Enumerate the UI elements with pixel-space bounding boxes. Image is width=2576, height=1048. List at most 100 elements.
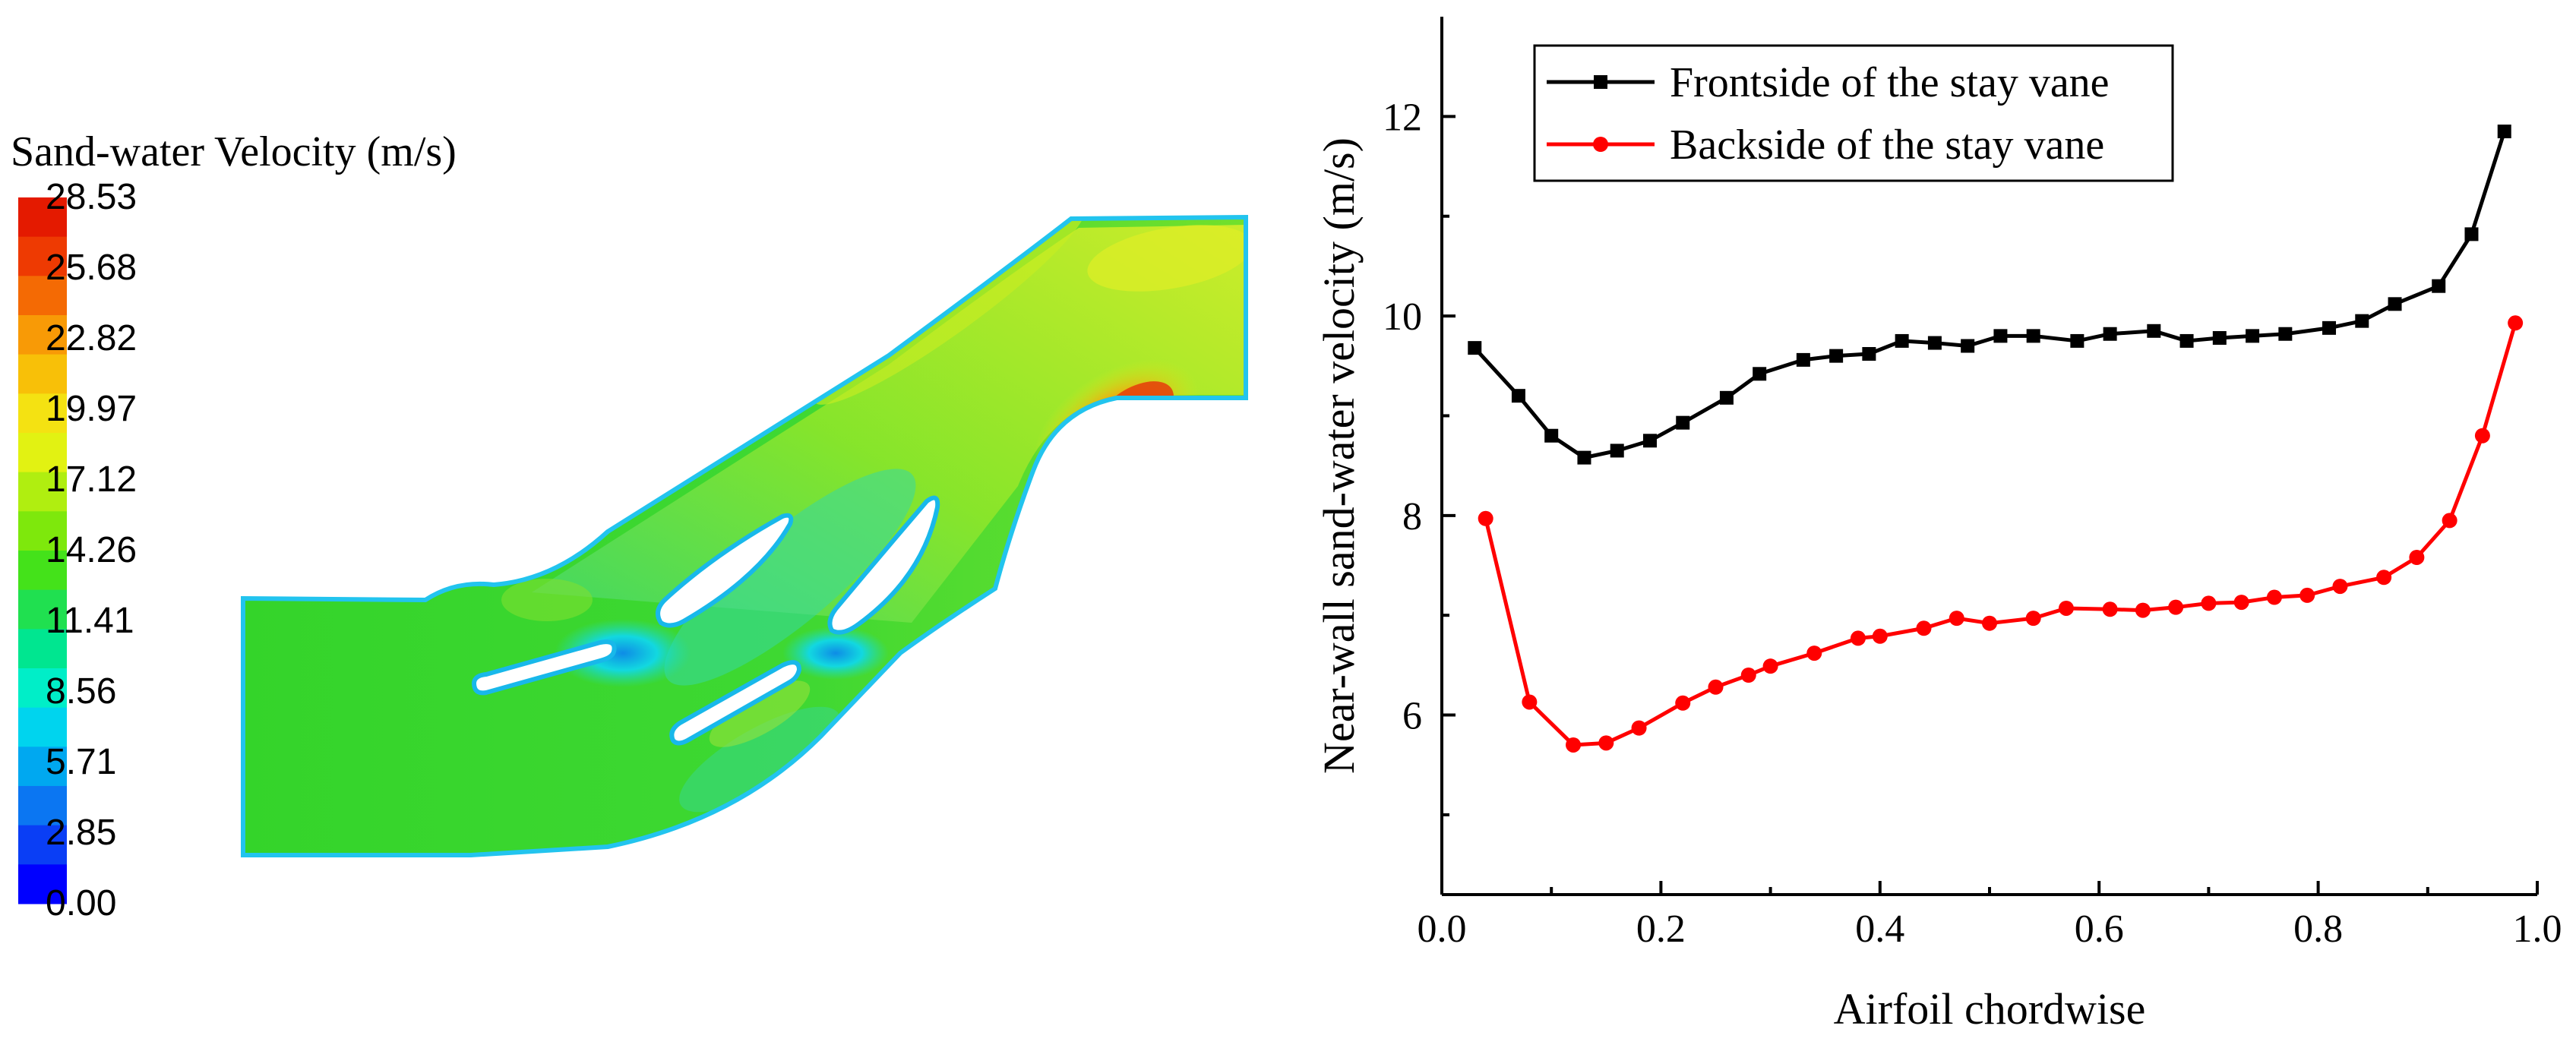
colorbar-segment [18, 747, 67, 787]
data-point-square [1544, 428, 1559, 443]
colorbar-segment [18, 236, 67, 276]
data-point-circle [1982, 615, 1997, 631]
velocity-chart-panel: 0.0 0.2 0.4 0.6 0.8 1.0 6 8 10 12 Frontside of th… [1291, 0, 2576, 1044]
legend-marker [1594, 75, 1607, 89]
data-point-square [2464, 227, 2479, 241]
data-point-circle [1949, 611, 1964, 627]
data-point-circle [1762, 658, 1778, 674]
data-point-circle [2299, 587, 2315, 603]
data-point-circle [2376, 570, 2392, 586]
data-point-circle [1916, 620, 1932, 636]
y-tick-label: 10 [1383, 295, 1422, 339]
legend-label: Frontside of the stay vane [1670, 59, 2110, 106]
colorbar-segment [18, 433, 67, 473]
colorbar-tick-label: 14.26 [46, 530, 137, 570]
data-point-square [1927, 336, 1942, 350]
legend-marker [1593, 137, 1608, 152]
colorbar-tick-label: 28.53 [46, 177, 137, 217]
colorbar-segment [18, 864, 67, 904]
colorbar-segment [18, 707, 67, 747]
colorbar-segment [18, 511, 67, 551]
data-point-square [2147, 324, 2161, 338]
data-point-square [1676, 415, 1690, 430]
data-point-circle [2332, 579, 2348, 595]
data-point-circle [1631, 720, 1647, 736]
x-tick-label: 0.4 [1855, 908, 1904, 951]
colorbar-segment [18, 589, 67, 630]
x-tick-label: 0.0 [1418, 908, 1467, 951]
colorbar-segment [18, 197, 67, 238]
colorbar-segment [18, 472, 67, 512]
vane-cutouts [472, 495, 940, 746]
y-tick-label: 8 [1402, 495, 1422, 538]
colorbar-segment [18, 354, 67, 394]
data-point-circle [2233, 595, 2249, 611]
y-tick-label: 6 [1402, 695, 1422, 738]
data-point-circle [1872, 628, 1888, 644]
data-point-square [2355, 314, 2369, 328]
data-point-square [1829, 349, 1844, 363]
data-point-square [2388, 297, 2402, 311]
data-point-circle [1522, 694, 1538, 710]
data-point-circle [2168, 599, 2184, 615]
x-axis-label: Airfoil chordwise [1834, 984, 2146, 1034]
data-point-circle [1566, 737, 1582, 753]
x-tick-label: 0.6 [2075, 908, 2124, 951]
velocity-contour-panel: Sand-water Velocity (m/s) 28.53 25.68 22.8… [0, 0, 1291, 1044]
colorbar-segment [18, 825, 67, 865]
colorbar-tick-label: 11.41 [46, 601, 134, 641]
colorbar-segment [18, 629, 67, 669]
colorbar-segment [18, 315, 67, 355]
data-point-circle [2508, 315, 2524, 331]
x-tick-label: 0.8 [2293, 908, 2343, 951]
data-point-square [2322, 320, 2337, 335]
chart-axes: 0.0 0.2 0.4 0.6 0.8 1.0 6 8 10 12 [1383, 17, 2562, 951]
data-point-circle [1740, 668, 1756, 683]
legend-label: Backside of the stay vane [1670, 122, 2104, 169]
data-point-square [2026, 329, 2040, 343]
data-point-square [1993, 329, 2008, 343]
data-point-circle [2058, 600, 2074, 616]
data-point-circle [2474, 428, 2490, 444]
data-point-circle [1478, 510, 1493, 526]
data-point-square [1577, 450, 1591, 465]
data-point-square [1468, 341, 1482, 355]
colorbar-tick-label: 19.97 [46, 389, 137, 429]
colorbar-segment [18, 276, 67, 316]
colorbar-segment [18, 668, 67, 709]
data-point-circle [1675, 695, 1691, 711]
data-point-square [1719, 390, 1734, 405]
data-point-square [1796, 352, 1810, 367]
data-point-circle [2102, 601, 2118, 617]
data-point-circle [2201, 595, 2217, 611]
data-point-circle [2135, 602, 2151, 618]
colorbar-tick-label: 25.68 [46, 248, 137, 288]
data-point-square [2179, 333, 2194, 348]
flow-domain [241, 214, 1248, 857]
data-point-square [2246, 329, 2260, 343]
data-point-square [1753, 367, 1767, 381]
y-tick-label: 12 [1383, 96, 1422, 139]
series-layer [1468, 125, 2524, 753]
data-point-circle [1708, 679, 1724, 695]
y-axis-label: Near-wall sand-water velocity (m/s) [1314, 137, 1364, 774]
colorbar-title: Sand-water Velocity (m/s) [11, 128, 457, 175]
data-point-square [2212, 330, 2227, 345]
colorbar-segment [18, 393, 67, 434]
data-point-square [1642, 434, 1657, 448]
colorbar-tick-label: 22.82 [46, 318, 137, 358]
data-point-circle [2409, 549, 2425, 565]
data-point-circle [1850, 630, 1866, 646]
series-line-2 [1484, 322, 2518, 747]
data-point-square [2103, 327, 2117, 341]
line-chart: 0.0 0.2 0.4 0.6 0.8 1.0 6 8 10 12 Frontside of th… [1314, 17, 2562, 1034]
data-point-square [1511, 389, 1525, 403]
data-point-circle [2025, 611, 2041, 627]
data-point-circle [2442, 513, 2457, 529]
data-point-circle [2266, 589, 2282, 605]
x-tick-label: 0.2 [1636, 908, 1686, 951]
colorbar-tick-label: 5.71 [46, 742, 117, 782]
colorbar-segment [18, 551, 67, 591]
colorbar-tick-label: 0.00 [46, 883, 117, 923]
data-point-square [1961, 339, 1975, 353]
